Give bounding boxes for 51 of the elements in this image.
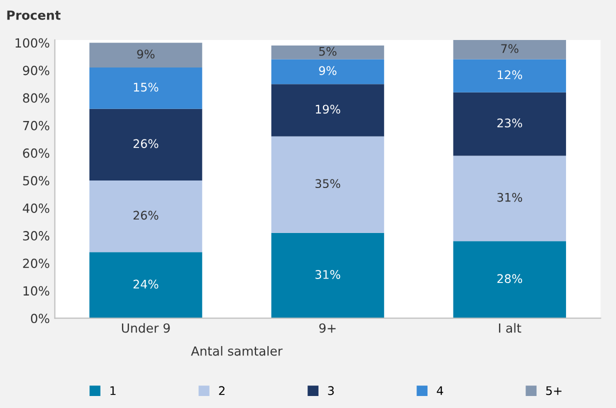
text: 5% <box>319 46 336 56</box>
text: 12% <box>498 70 522 80</box>
text: 28% <box>497 274 522 284</box>
bar <box>453 40 566 60</box>
bar <box>271 84 384 136</box>
text: 9% <box>319 66 336 76</box>
text: 31% <box>315 270 340 279</box>
y-tick-label: 100% <box>16 38 50 48</box>
legend-label: 3 <box>328 386 334 396</box>
text: 24% <box>134 280 158 289</box>
bar <box>89 68 202 109</box>
bar <box>271 136 384 233</box>
text: 9% <box>137 50 154 59</box>
text: 7% <box>501 44 518 54</box>
y-tick-label: 20% <box>23 258 50 268</box>
x-tick-label: I alt <box>499 323 522 333</box>
bar <box>453 59 566 92</box>
legend-label: 2 <box>219 386 225 395</box>
bar <box>453 241 566 318</box>
text: 31% <box>497 192 522 202</box>
bar <box>271 45 384 60</box>
y-tick-label: 40% <box>22 204 50 213</box>
bar <box>89 108 202 180</box>
bar <box>453 156 566 242</box>
legend-label: 1 <box>110 386 116 395</box>
bar <box>453 92 566 156</box>
text: 15% <box>134 82 158 92</box>
bar <box>89 42 202 68</box>
x-tick-label: 9+ <box>319 323 336 333</box>
legend-label: 5+ <box>546 386 562 396</box>
y-axis-title: Procent <box>7 10 61 20</box>
y-tick-label: 90% <box>22 66 50 76</box>
legend-label: 4 <box>436 386 444 395</box>
text: 26% <box>134 139 158 148</box>
y-tick-label: 50% <box>23 176 50 186</box>
y-tick-label: 10% <box>24 286 50 296</box>
y-tick-label: 80% <box>23 93 50 103</box>
bar <box>89 180 202 252</box>
text: 19% <box>316 104 340 114</box>
bar <box>271 232 384 318</box>
bar <box>271 59 384 84</box>
x-tick-label: Under 9 <box>122 323 170 333</box>
y-tick-label: 30% <box>23 231 50 241</box>
bar <box>89 252 202 318</box>
y-tick-label: 0% <box>30 314 50 324</box>
text: 23% <box>497 118 522 128</box>
text: 35% <box>315 179 340 188</box>
y-tick-label: 70% <box>23 120 50 130</box>
text: 26% <box>134 210 158 220</box>
y-tick-label: 60% <box>23 148 50 158</box>
x-axis-title: Antal samtaler <box>191 346 283 356</box>
